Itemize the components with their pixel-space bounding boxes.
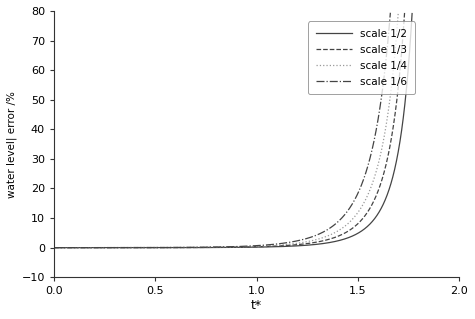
scale 1/6 [319,231,324,235]
scale 1/6 [51,246,57,249]
X-axis label: t*: t* [251,299,262,312]
Y-axis label: water level| error /%: water level| error /% [7,91,18,197]
scale 1/6 [201,245,207,249]
scale 1/2 [86,246,91,249]
scale 1/2 [295,244,301,248]
Line: scale 1/3: scale 1/3 [54,12,405,248]
scale 1/4 [51,246,57,249]
Legend: scale 1/2, scale 1/3, scale 1/4, scale 1/6: scale 1/2, scale 1/3, scale 1/4, scale 1… [308,21,415,94]
scale 1/6 [388,11,393,15]
scale 1/4 [107,246,113,249]
scale 1/3 [133,246,138,249]
scale 1/2 [151,246,157,249]
scale 1/6 [85,246,91,249]
scale 1/3 [51,246,57,249]
scale 1/4 [353,213,359,217]
scale 1/3 [180,246,186,249]
scale 1/4 [395,11,401,15]
scale 1/2 [372,216,378,220]
scale 1/2 [51,246,57,249]
scale 1/4 [123,246,128,249]
Line: scale 1/6: scale 1/6 [54,13,390,248]
scale 1/3 [304,241,310,245]
scale 1/6 [104,246,110,249]
Line: scale 1/4: scale 1/4 [54,13,398,248]
scale 1/4 [265,244,270,248]
scale 1/3 [269,244,275,248]
scale 1/3 [139,246,144,249]
scale 1/2 [244,245,249,249]
scale 1/4 [256,244,261,248]
scale 1/4 [257,244,263,248]
Line: scale 1/2: scale 1/2 [54,13,412,248]
scale 1/6 [176,246,182,249]
scale 1/6 [342,213,347,217]
scale 1/3 [235,245,240,249]
scale 1/2 [180,246,186,249]
scale 1/2 [409,11,415,15]
scale 1/3 [402,10,408,14]
